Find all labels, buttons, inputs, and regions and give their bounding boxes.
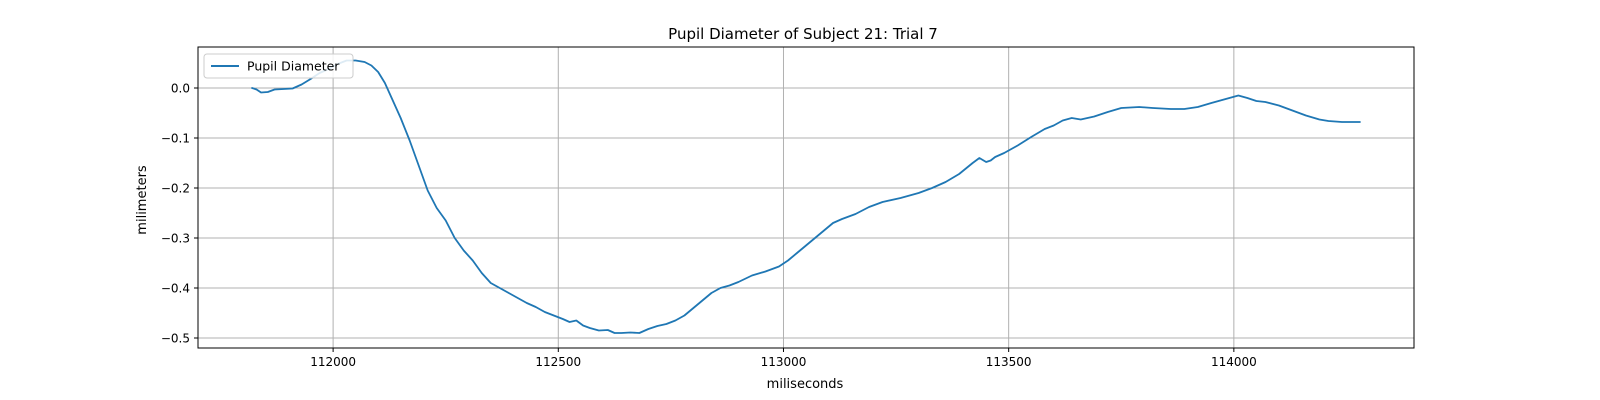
x-tick-label: 112500 — [535, 355, 581, 369]
legend-box — [203, 53, 354, 79]
series-layer — [251, 59, 1361, 334]
y-axis: 0.0 −0.1 −0.2 −0.3 −0.4 −0.5 — [161, 82, 198, 346]
x-tick-label: 113500 — [986, 355, 1032, 369]
legend: Pupil Diameter — [203, 53, 354, 79]
legend-label: Pupil Diameter — [247, 59, 340, 74]
x-tick-label: 112000 — [310, 355, 356, 369]
y-tick-label: −0.1 — [161, 132, 190, 146]
grid-lines — [198, 47, 1414, 348]
series-line-pupil-diameter — [251, 59, 1361, 334]
chart-title: Pupil Diameter of Subject 21: Trial 7 — [668, 25, 938, 43]
x-axis-label: miliseconds — [767, 377, 844, 392]
y-tick-label: 0.0 — [171, 82, 190, 96]
x-axis: 112000 112500 113000 113500 114000 — [310, 348, 1257, 369]
y-tick-label: −0.2 — [161, 182, 190, 196]
plot-frame — [197, 46, 1415, 349]
y-tick-label: −0.4 — [161, 282, 190, 296]
y-tick-label: −0.3 — [161, 232, 190, 246]
y-tick-label: −0.5 — [161, 332, 190, 346]
x-tick-label: 113000 — [761, 355, 807, 369]
x-tick-label: 114000 — [1211, 355, 1257, 369]
y-axis-label: milimeters — [135, 165, 150, 235]
